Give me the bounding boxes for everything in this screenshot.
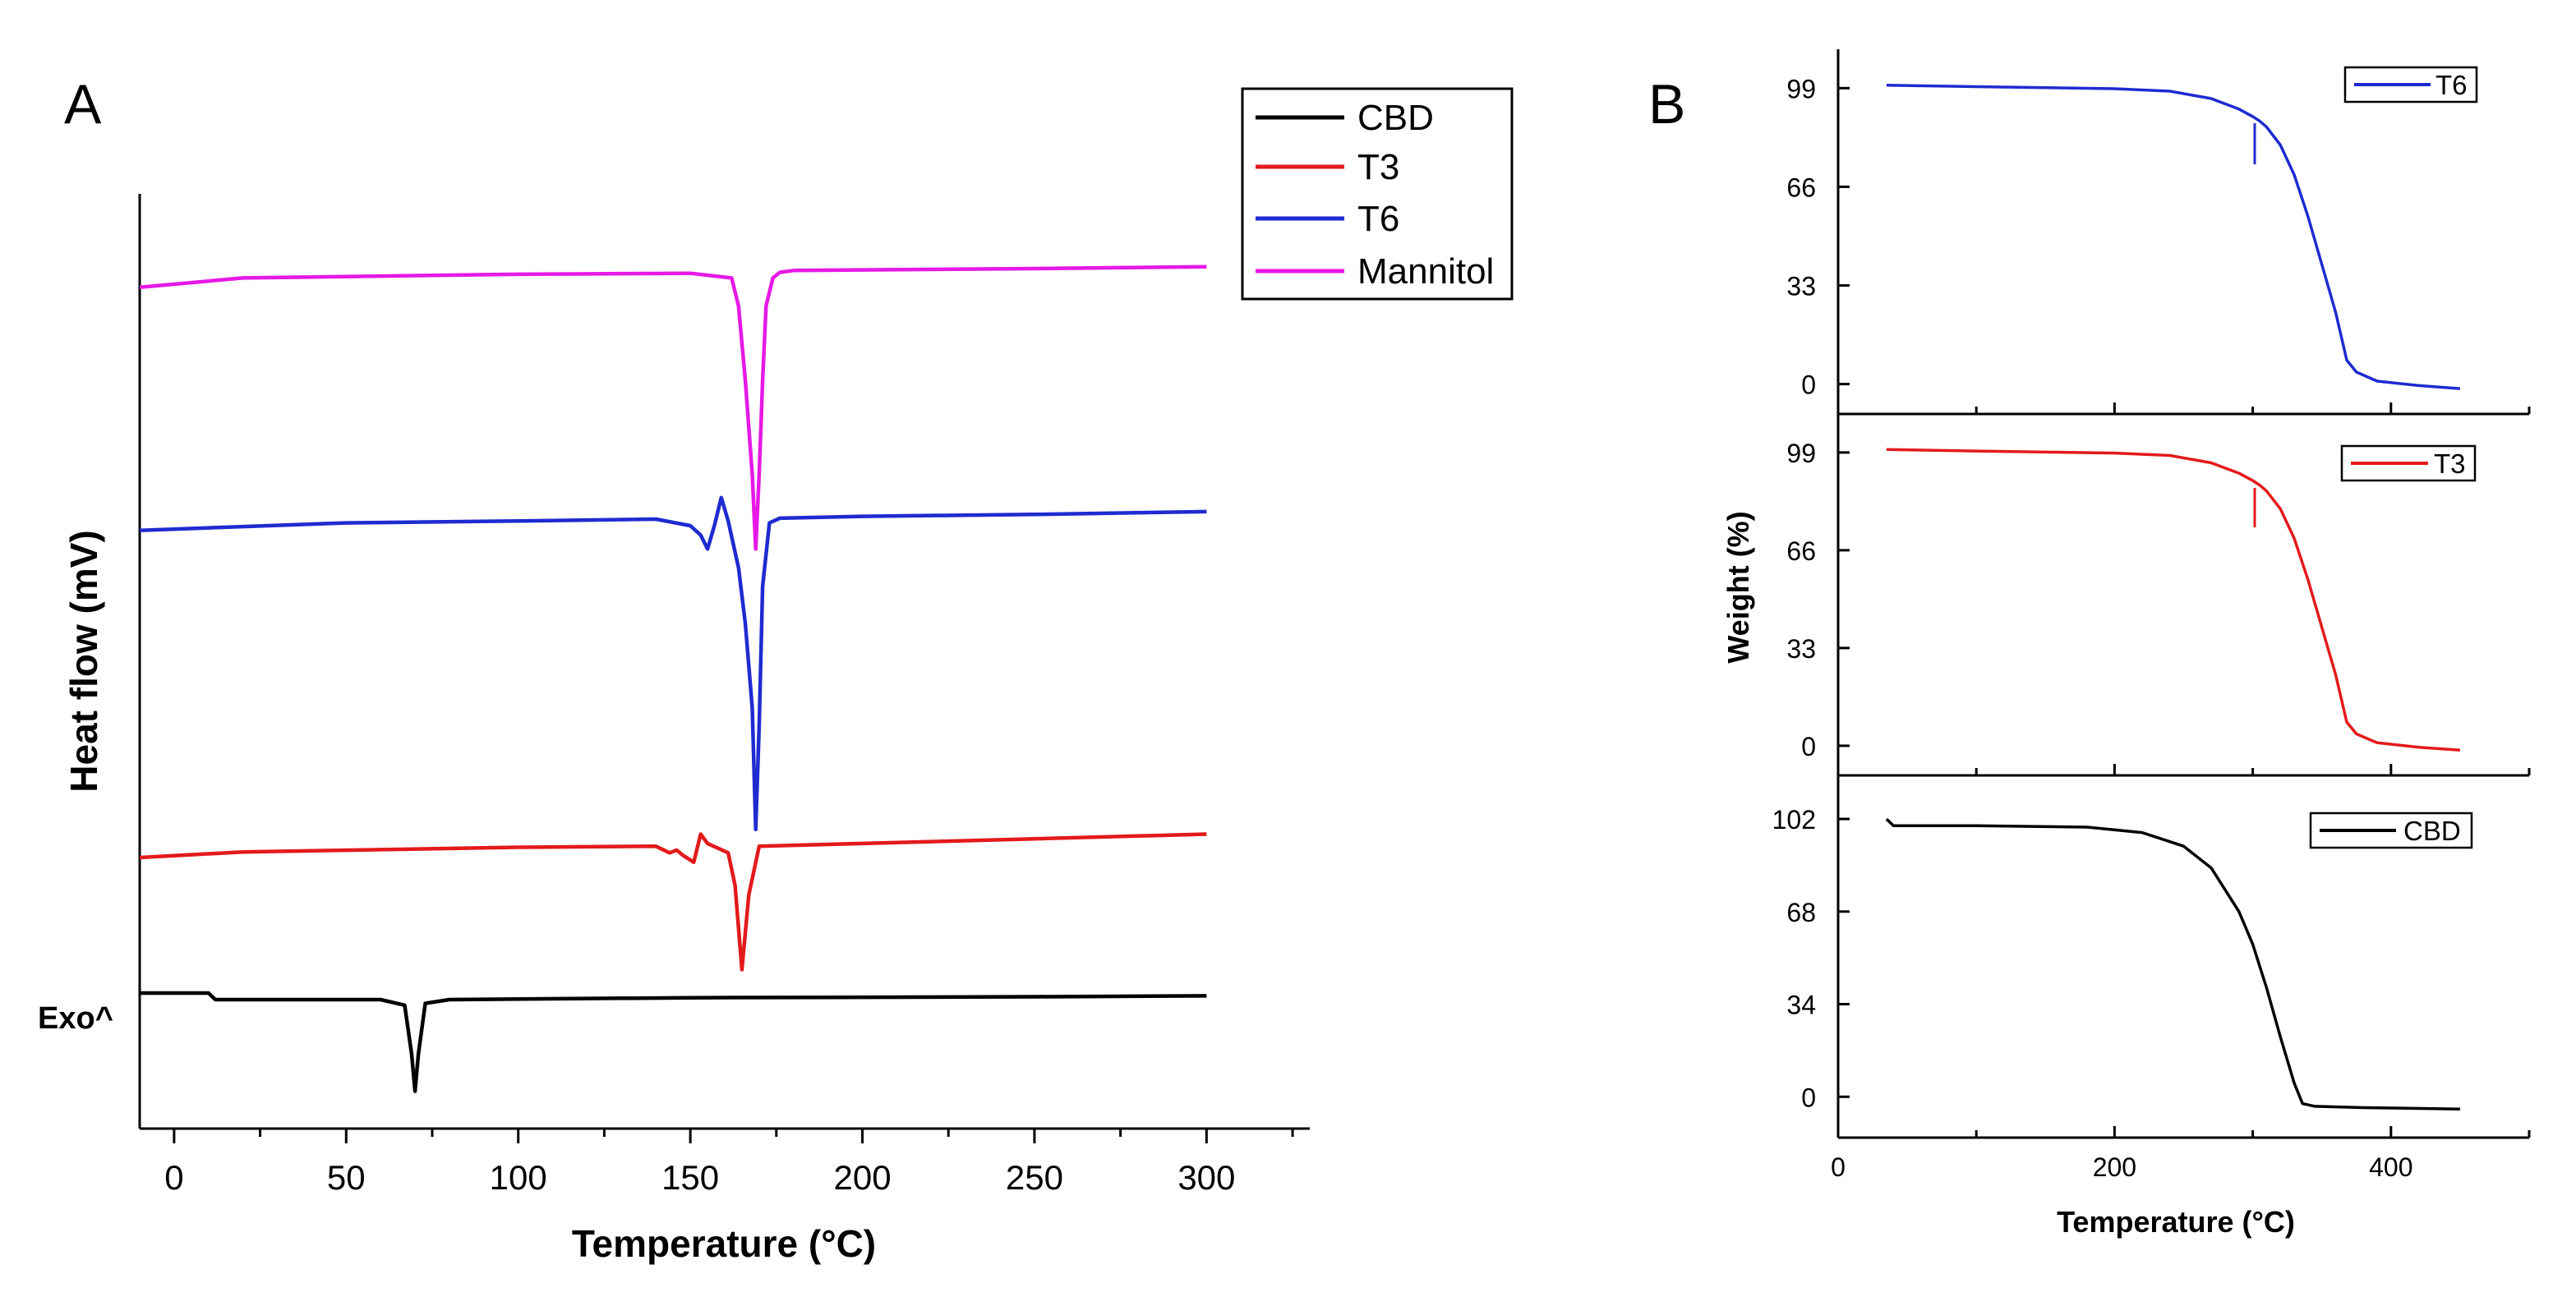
panel-a-line-mannitol xyxy=(139,264,1207,551)
panel-a-x-ticks: 0 50 100 150 200 250 300 xyxy=(164,1129,1294,1197)
legend-label-t3: T3 xyxy=(1357,147,1399,187)
y-tick-label: 99 xyxy=(1786,439,1816,468)
panel-b-line-cbd xyxy=(1885,817,2460,1111)
panel-b-label: B xyxy=(1648,73,1685,136)
legend-label-t3-b: T3 xyxy=(2434,448,2466,479)
y-tick-label: 102 xyxy=(1772,805,1816,835)
panel-b-ticks: 0 33 66 99 0 33 66 99 0 34 68 102 0 200 400 xyxy=(1772,74,2531,1182)
x-tick-label: 250 xyxy=(1006,1158,1063,1197)
panel-a-exo-annotation: Exo^ xyxy=(38,1001,113,1036)
legend-label-mannitol: Mannitol xyxy=(1357,251,1494,292)
panel-a-x-axis-label: Temperature (°C) xyxy=(572,1222,876,1265)
y-tick-label: 33 xyxy=(1786,634,1816,664)
y-tick-label: 0 xyxy=(1801,732,1816,761)
legend-label-t6-b: T6 xyxy=(2435,70,2468,100)
x-tick-label: 300 xyxy=(1177,1158,1235,1197)
panel-a-line-cbd xyxy=(140,991,1207,1093)
x-tick-label: 200 xyxy=(2093,1152,2136,1182)
y-tick-label: 66 xyxy=(1786,172,1816,202)
y-tick-label: 33 xyxy=(1786,272,1816,301)
x-tick-label: 400 xyxy=(2369,1152,2412,1182)
legend-label-t6: T6 xyxy=(1357,199,1399,239)
panel-b-legend-cbd: CBD xyxy=(2309,812,2473,849)
panel-a-line-t3 xyxy=(139,832,1207,972)
panel-b-x-axis-label: Temperature (°C) xyxy=(2057,1205,2295,1239)
panel-b-line-t6 xyxy=(1886,83,2461,390)
y-tick-label: 68 xyxy=(1786,898,1816,927)
legend-label-cbd: CBD xyxy=(1357,98,1434,138)
legend-box xyxy=(1241,87,1514,301)
panel-b-y-axis-label: Weight (%) xyxy=(1721,511,1755,663)
x-tick-label: 150 xyxy=(661,1158,719,1197)
panel-a: A 0 50 100 150 200 250 300 Temperature (°C) He… xyxy=(38,73,1514,1265)
x-tick-label: 0 xyxy=(164,1158,183,1197)
panel-b: B 0 33 66 99 0 33 66 99 0 34 68 102 0 200 400 Weight (… xyxy=(1648,49,2531,1239)
panel-a-legend: CBD T3 T6 Mannitol xyxy=(1241,87,1514,301)
y-tick-label: 99 xyxy=(1786,74,1816,103)
y-tick-label: 34 xyxy=(1786,991,1816,1020)
panel-b-line-t3 xyxy=(1886,448,2461,752)
panel-b-legend-t6: T6 xyxy=(2343,66,2478,103)
legend-label-cbd-b: CBD xyxy=(2403,816,2461,846)
panel-a-label: A xyxy=(64,73,102,136)
panel-a-y-axis-label: Heat flow (mV) xyxy=(62,530,105,792)
x-tick-label: 100 xyxy=(490,1158,547,1197)
x-tick-label: 50 xyxy=(327,1158,366,1197)
y-tick-label: 0 xyxy=(1801,1083,1816,1112)
panel-a-line-t6 xyxy=(139,495,1207,832)
y-tick-label: 0 xyxy=(1801,370,1816,400)
y-tick-label: 66 xyxy=(1786,536,1816,566)
x-tick-label: 200 xyxy=(833,1158,891,1197)
x-tick-label: 0 xyxy=(1831,1152,1846,1182)
panel-b-legend-t3: T3 xyxy=(2340,444,2477,482)
